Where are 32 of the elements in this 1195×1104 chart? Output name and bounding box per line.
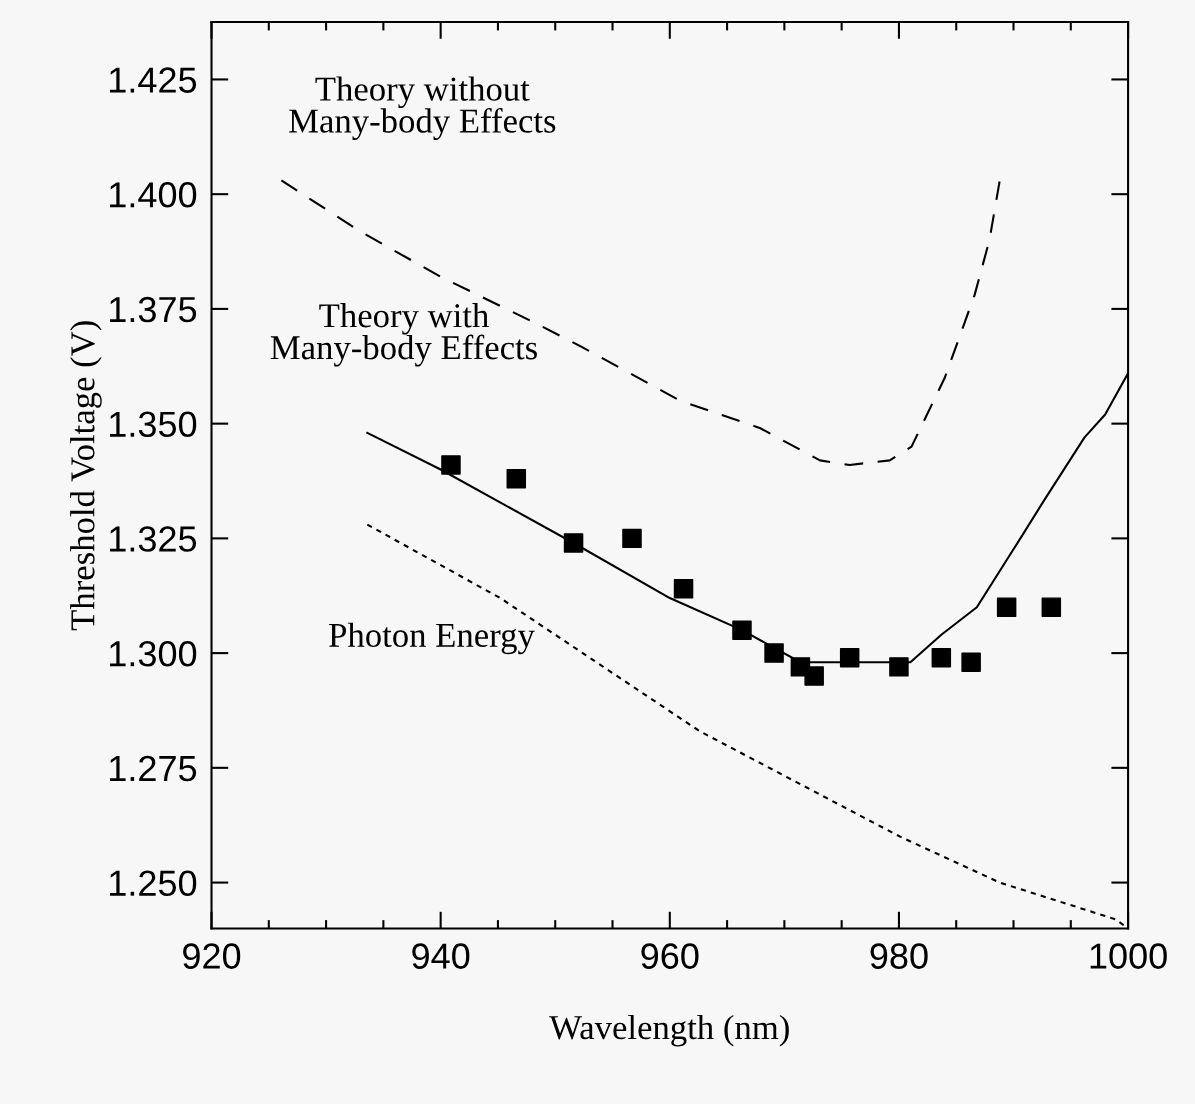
y-tick-label: 1.275 [110, 755, 197, 782]
y-tick-label: 1.325 [110, 526, 197, 552]
point [673, 579, 694, 599]
point [441, 455, 461, 475]
x-axis-title: Wavelength (nm) [549, 1014, 789, 1047]
point [839, 647, 860, 668]
y-tick-label: 1.350 [110, 411, 197, 438]
x-tick-label: 920 [183, 943, 241, 969]
point [506, 468, 527, 489]
y-axis-title: Threshold Voltage (V) [70, 321, 102, 631]
point [961, 652, 981, 673]
y-tick-label: 1.425 [110, 67, 197, 93]
point [931, 647, 952, 668]
y-tick-label: 1.400 [110, 182, 197, 208]
point [622, 528, 642, 549]
point [889, 657, 909, 677]
x-tick-label: 940 [412, 943, 470, 969]
x-tick-label: 960 [641, 943, 699, 969]
annotation: Photon Energy [329, 622, 535, 655]
y-tick-label: 1.250 [110, 870, 197, 897]
annotation: Theory with Many-body Effects [270, 303, 537, 367]
annotation: Theory without Many-body Effects [289, 76, 556, 140]
point [1041, 597, 1062, 617]
y-tick-label: 1.375 [110, 296, 197, 323]
point [732, 620, 752, 640]
y-tick-label: 1.300 [110, 640, 197, 667]
x-tick-label: 1000 [1090, 943, 1167, 969]
x-tick-label: 980 [870, 943, 928, 969]
point [996, 597, 1017, 617]
point [804, 666, 824, 686]
point [764, 643, 784, 663]
point [563, 533, 584, 553]
